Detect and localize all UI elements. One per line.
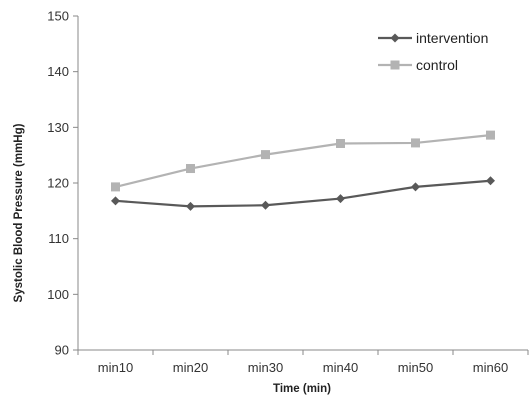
y-tick-label: 130 (47, 120, 69, 135)
series-line-control (115, 134, 491, 188)
data-point-intervention (261, 200, 270, 210)
series-intervention (111, 176, 495, 211)
x-tick-label: min20 (173, 360, 208, 375)
x-tick-label: min40 (323, 360, 358, 375)
data-point-intervention (186, 201, 195, 211)
data-point-control (411, 138, 420, 148)
data-point-control (111, 182, 120, 192)
data-point-control (261, 150, 270, 160)
axes: 90 100 110 120 130 140 150 min10 min20 min30 min40… (47, 9, 529, 375)
y-tick-label: 140 (47, 64, 69, 79)
y-tick-label: 100 (47, 287, 69, 302)
x-axis-title: Time (min) (273, 383, 331, 395)
x-tick-label: min30 (248, 360, 283, 375)
x-tick-label: min10 (98, 360, 133, 375)
y-tick-label: 110 (48, 231, 69, 246)
data-point-intervention (111, 196, 120, 206)
data-point-intervention (486, 176, 495, 186)
y-tick-label: 120 (47, 176, 69, 191)
legend-label: intervention (416, 30, 488, 46)
data-point-intervention (411, 182, 420, 192)
legend-item-control: control (378, 57, 458, 73)
series-line-intervention (115, 179, 491, 208)
y-tick-label: 90 (55, 343, 69, 358)
y-axis-title: Systolic Blood Pressure (mmHg) (13, 123, 25, 302)
legend-item-intervention: intervention (378, 30, 488, 46)
y-tick-label: 150 (47, 9, 69, 24)
data-point-intervention (336, 194, 345, 204)
legend-marker (390, 33, 400, 43)
x-tick-label: min50 (398, 360, 433, 375)
data-point-control (336, 138, 345, 148)
x-tick-label: min60 (473, 360, 508, 375)
legend-marker (390, 60, 400, 70)
series-layer (111, 130, 495, 211)
data-point-control (486, 130, 495, 140)
legend-label: control (416, 57, 458, 73)
data-point-control (186, 164, 195, 174)
series-control (111, 130, 495, 192)
legend: intervention control (378, 30, 488, 73)
